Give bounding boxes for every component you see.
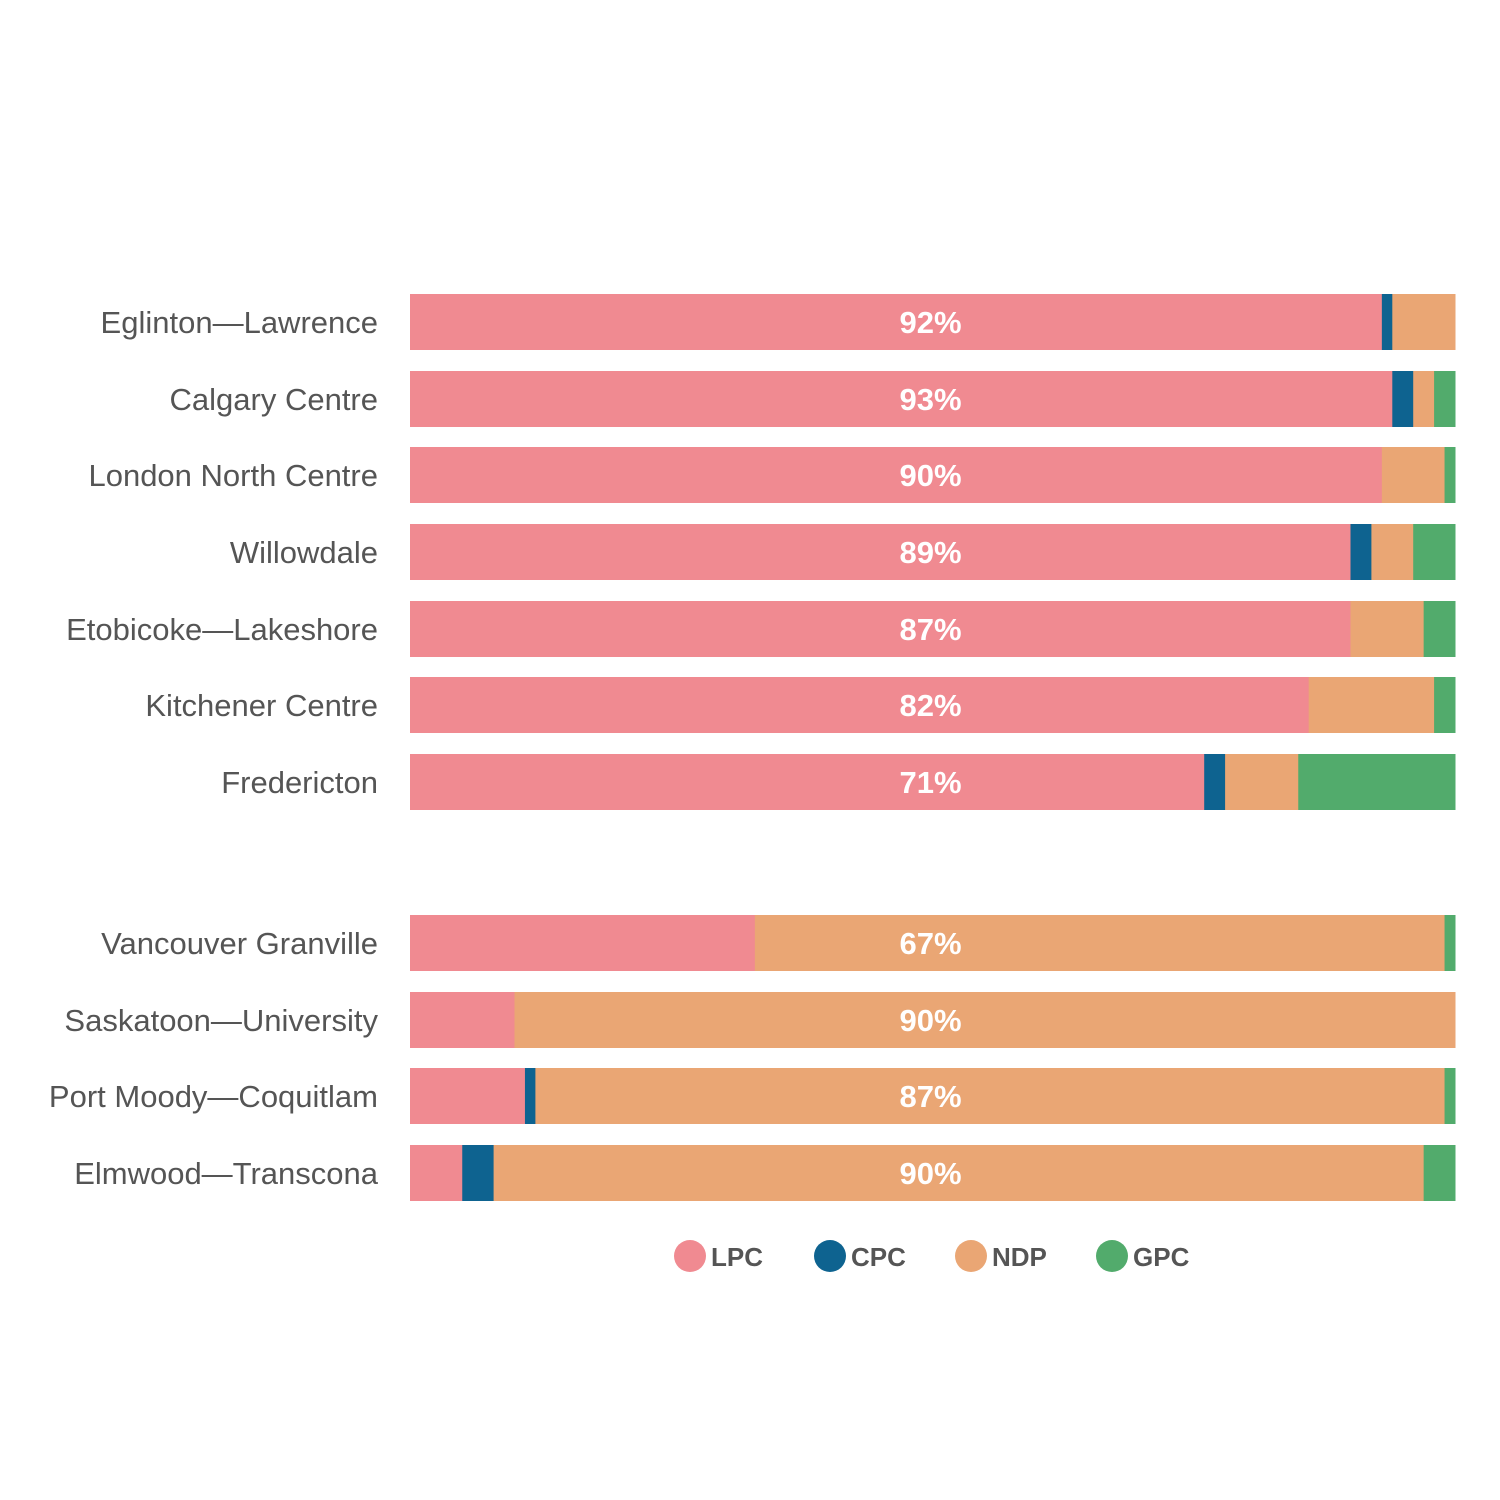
bar-segment-lpc [410,677,1310,733]
bar-segment-gpc [1423,601,1456,657]
bar-value-label: 82% [899,688,961,723]
bar-segment-ndp [1350,601,1425,657]
bar-segment-ndp [1381,447,1446,503]
row-label-calgary-centre: Calgary Centre [170,382,378,417]
legend-label-ndp: NDP [992,1242,1047,1272]
bar-row-calgary-centre: Calgary Centre 93% [170,371,1456,427]
row-label-willowdale: Willowdale [230,535,378,570]
bar-value-label: 89% [899,535,961,570]
bar-segment-cpc [1381,294,1393,350]
bar-row-london-north-centre: London North Centre 90% [88,447,1456,503]
bar-value-label: 67% [899,926,961,961]
bar-segment-gpc [1444,1068,1456,1124]
bar-segment-cpc [524,1068,536,1124]
bar-segment-ndp [1225,754,1299,810]
legend-item-ndp: NDP [955,1240,1047,1272]
bar-value-label: 92% [899,305,961,340]
bar-segment-lpc [410,371,1393,427]
bar-segment-ndp [514,992,1456,1048]
bar-row-kitchener-centre: Kitchener Centre 82% [145,677,1456,733]
row-label-kitchener-centre: Kitchener Centre [145,688,378,723]
bar-segment-lpc [410,447,1383,503]
bar-segment-ndp [1392,294,1456,350]
row-label-fredericton: Fredericton [221,765,378,800]
legend-item-cpc: CPC [814,1240,906,1272]
legend-swatch-cpc [814,1240,846,1272]
bar-segment-lpc [410,294,1383,350]
row-label-eglinton-lawrence: Eglinton—Lawrence [101,305,378,340]
bar-segment-cpc [1204,754,1226,810]
bar-value-label: 93% [899,382,961,417]
bar-row-vancouver-granville: Vancouver Granville 67% [101,915,1456,971]
bar-segment-lpc [410,601,1351,657]
bar-value-label: 87% [899,612,961,647]
bar-row-elmwood-transcona: Elmwood—Transcona 90% [74,1145,1456,1201]
bar-segment-gpc [1444,447,1456,503]
bar-segment-gpc [1434,371,1456,427]
bar-segment-lpc [410,754,1205,810]
legend-swatch-ndp [955,1240,987,1272]
bar-segment-gpc [1434,677,1456,733]
row-label-elmwood-transcona: Elmwood—Transcona [74,1156,379,1191]
bar-segment-gpc [1413,524,1456,580]
bar-segment-lpc [410,992,515,1048]
bar-value-label: 87% [899,1079,961,1114]
bar-value-label: 90% [899,458,961,493]
chart-rows: Eglinton—Lawrence 92% Calgary Centre 93% Lon… [49,294,1456,1201]
bar-segment-lpc [410,915,756,971]
row-label-vancouver-granville: Vancouver Granville [101,926,378,961]
row-label-port-moody-coquitlam: Port Moody—Coquitlam [49,1079,378,1114]
bar-segment-cpc [1392,371,1414,427]
bar-segment-ndp [754,915,1446,971]
bar-row-saskatoon-university: Saskatoon—University 90% [64,992,1456,1048]
bar-segment-ndp [1308,677,1435,733]
bar-segment-gpc [1444,915,1456,971]
bar-row-fredericton: Fredericton 71% [221,754,1456,810]
legend-item-lpc: LPC [674,1240,763,1272]
row-label-saskatoon-university: Saskatoon—University [64,1003,378,1038]
bar-segment-lpc [410,524,1351,580]
legend-item-gpc: GPC [1096,1240,1190,1272]
bar-segment-cpc [1350,524,1372,580]
bar-value-label: 90% [899,1156,961,1191]
bar-value-label: 71% [899,765,961,800]
bar-segment-gpc [1423,1145,1456,1201]
bar-row-willowdale: Willowdale 89% [230,524,1456,580]
legend-label-cpc: CPC [851,1242,906,1272]
chart-legend: LPC CPC NDP GPC [674,1240,1190,1272]
bar-segment-lpc [410,1068,526,1124]
bar-row-port-moody-coquitlam: Port Moody—Coquitlam 87% [49,1068,1456,1124]
bar-segment-ndp [1413,371,1435,427]
legend-swatch-gpc [1096,1240,1128,1272]
legend-swatch-lpc [674,1240,706,1272]
bar-segment-ndp [535,1068,1446,1124]
bar-segment-lpc [410,1145,463,1201]
bar-segment-gpc [1298,754,1456,810]
row-label-london-north-centre: London North Centre [88,458,378,493]
bar-segment-ndp [493,1145,1425,1201]
legend-label-gpc: GPC [1133,1242,1190,1272]
row-label-etobicoke-lakeshore: Etobicoke—Lakeshore [66,612,378,647]
legend-label-lpc: LPC [711,1242,763,1272]
bar-value-label: 90% [899,1003,961,1038]
bar-segment-cpc [462,1145,495,1201]
bar-segment-ndp [1371,524,1414,580]
bar-row-etobicoke-lakeshore: Etobicoke—Lakeshore 87% [66,601,1456,657]
bar-row-eglinton-lawrence: Eglinton—Lawrence 92% [101,294,1456,350]
